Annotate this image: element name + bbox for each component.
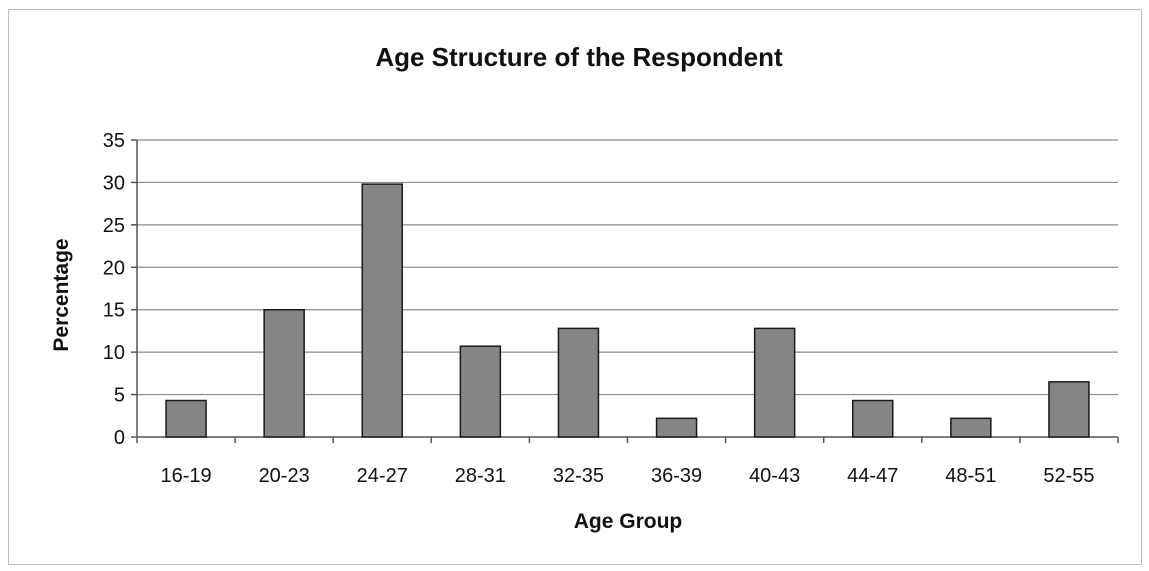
y-tick-label: 10 bbox=[103, 342, 125, 364]
x-tick-label: 40-43 bbox=[749, 465, 800, 487]
bar bbox=[950, 417, 992, 438]
bar bbox=[459, 345, 502, 438]
y-tick-label: 20 bbox=[103, 257, 125, 279]
x-tick-label: 36-39 bbox=[651, 465, 702, 487]
x-tick-label: 32-35 bbox=[553, 465, 604, 487]
y-axis-title: Percentage bbox=[50, 238, 73, 351]
x-tick-label: 44-47 bbox=[847, 465, 898, 487]
y-tick-label: 35 bbox=[103, 130, 125, 152]
x-axis-title: Age Group bbox=[574, 510, 683, 533]
y-tick-label: 25 bbox=[103, 215, 125, 237]
x-tick-label: 20-23 bbox=[259, 465, 310, 487]
x-tick-label: 16-19 bbox=[160, 465, 211, 487]
x-tick-label: 52-55 bbox=[1043, 465, 1094, 487]
y-tick-label: 0 bbox=[114, 427, 125, 449]
bar bbox=[361, 183, 403, 438]
x-tick-label: 24-27 bbox=[357, 465, 408, 487]
y-tick-label: 5 bbox=[114, 385, 125, 407]
bar bbox=[557, 327, 600, 438]
y-tick-label: 15 bbox=[103, 300, 125, 322]
bar bbox=[165, 399, 207, 438]
bar bbox=[655, 417, 698, 438]
bar bbox=[753, 327, 796, 438]
bar bbox=[852, 399, 894, 438]
bar bbox=[1048, 381, 1090, 438]
x-tick-label: 48-51 bbox=[945, 465, 996, 487]
chart-area bbox=[8, 9, 1142, 565]
plot-area: 0 5 10 15 20 25 30 35 16-19 20-23 24-27 28-31 32-35 3… bbox=[103, 130, 1119, 487]
x-tick-label: 28-31 bbox=[455, 465, 506, 487]
bar bbox=[263, 308, 305, 438]
y-tick-label: 30 bbox=[103, 172, 125, 194]
chart-title: Age Structure of the Respondent bbox=[375, 42, 783, 72]
